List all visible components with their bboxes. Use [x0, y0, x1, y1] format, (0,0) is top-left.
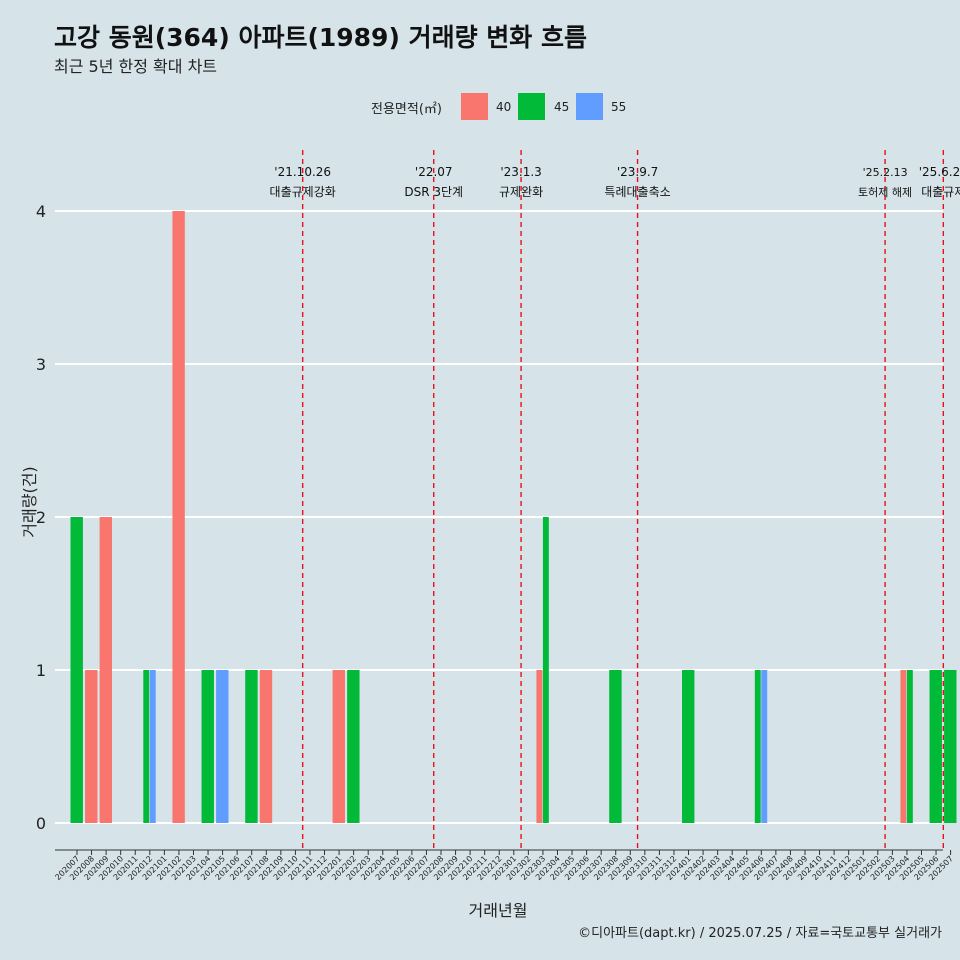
bar-202012-55	[149, 670, 156, 823]
event-label-4: 토허제 해제	[858, 185, 912, 199]
bar-202105-55	[216, 670, 229, 823]
legend-label-45: 45	[554, 100, 570, 114]
bar-202202-45	[347, 670, 360, 823]
legend-label-55: 55	[611, 100, 627, 114]
legend-key-55	[576, 93, 603, 120]
y-axis-label: 거래량(건)	[20, 466, 39, 538]
bar-202107-45	[245, 670, 258, 823]
bar-202308-45	[609, 670, 622, 823]
bar-202506-45	[929, 670, 942, 823]
y-tick-label-4: 4	[36, 202, 46, 221]
event-date-3: '23.9.7	[617, 165, 658, 179]
bar-202102-40	[172, 211, 185, 823]
y-tick-label-0: 0	[36, 814, 46, 833]
bar-202401-45	[682, 670, 695, 823]
event-label-0: 대출규제강화	[270, 185, 336, 199]
bar-202007-45	[70, 517, 83, 823]
bar-202009-40	[99, 517, 113, 823]
chart-title: 고강 동원(364) 아파트(1989) 거래량 변화 흐름	[54, 23, 587, 52]
chart-subtitle: 최근 5년 한정 확대 차트	[54, 57, 218, 76]
bar-202406-55	[761, 670, 768, 823]
bar-202303-45	[542, 517, 549, 823]
y-tick-label-2: 2	[36, 508, 46, 527]
x-axis-label: 거래년월	[468, 901, 528, 920]
bar-202008-40	[85, 670, 98, 823]
bar-202504-45	[906, 670, 913, 823]
event-label-2: 규제완화	[499, 185, 543, 199]
bar-202104-45	[201, 670, 214, 823]
bar-202504-40	[900, 670, 907, 823]
legend-title: 전용면적(㎡)	[371, 102, 442, 117]
event-date-4: '25.2.13	[863, 166, 908, 179]
legend-key-45	[518, 93, 545, 120]
event-date-2: '23.1.3	[500, 165, 541, 179]
event-label-1: DSR 3단계	[404, 185, 463, 199]
bar-202108-40	[259, 670, 273, 823]
event-label-5: 대출규제	[921, 185, 960, 199]
legend-key-40	[461, 93, 488, 120]
bar-202201-40	[332, 670, 345, 823]
source-caption: ©디아파트(dapt.kr) / 2025.07.25 / 자료=국토교통부 실…	[578, 926, 942, 941]
event-label-3: 특례대출축소	[604, 185, 670, 199]
legend: 전용면적(㎡) 40 45 55	[0, 92, 960, 122]
event-date-5: '25.6.27	[919, 165, 960, 179]
event-date-0: '21.10.26	[274, 165, 331, 179]
bar-202406-45	[754, 670, 761, 823]
bar-202303-40	[536, 670, 543, 823]
legend-label-40: 40	[496, 100, 512, 114]
y-tick-label-1: 1	[36, 661, 46, 680]
bar-202507-45	[944, 670, 957, 823]
y-tick-label-3: 3	[36, 355, 46, 374]
event-date-1: '22.07	[415, 165, 453, 179]
bar-202012-45	[143, 670, 150, 823]
